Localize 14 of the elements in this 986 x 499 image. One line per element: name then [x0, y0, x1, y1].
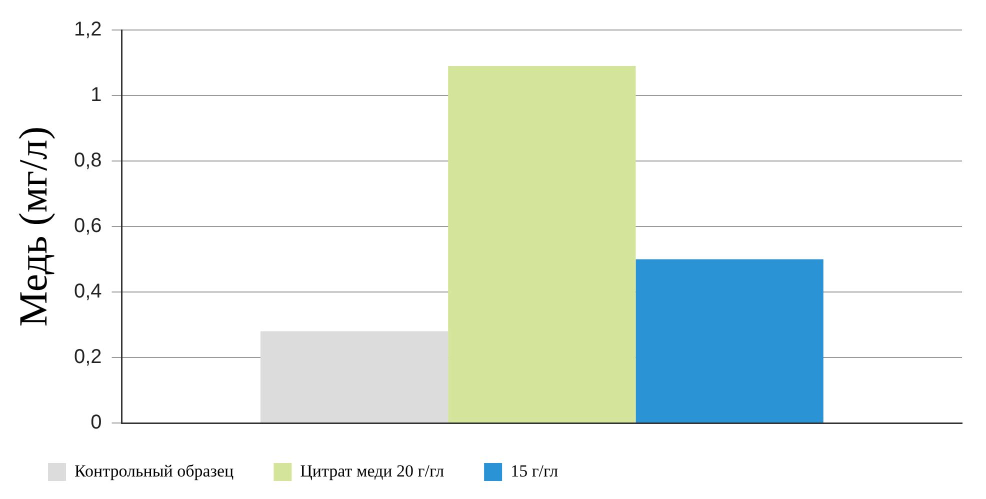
y-tick-label: 0,6 — [74, 215, 102, 238]
y-tick-label: 1,2 — [74, 18, 102, 41]
y-tick-label: 0 — [90, 412, 102, 434]
legend-label: Контрольный образец — [74, 461, 234, 480]
y-axis-title: Медь (мг/л) — [10, 126, 56, 327]
bar — [260, 331, 448, 422]
y-tick-label: 0,2 — [74, 346, 102, 368]
y-tick-label: 0,8 — [74, 150, 102, 172]
bar — [636, 259, 824, 422]
bar — [448, 66, 636, 422]
y-tick-label: 1 — [90, 84, 102, 106]
y-tick-label: 0,4 — [74, 280, 102, 303]
legend-label: Цитрат меди 20 г/гл — [300, 461, 445, 480]
legend-label: 15 г/гл — [510, 461, 559, 480]
